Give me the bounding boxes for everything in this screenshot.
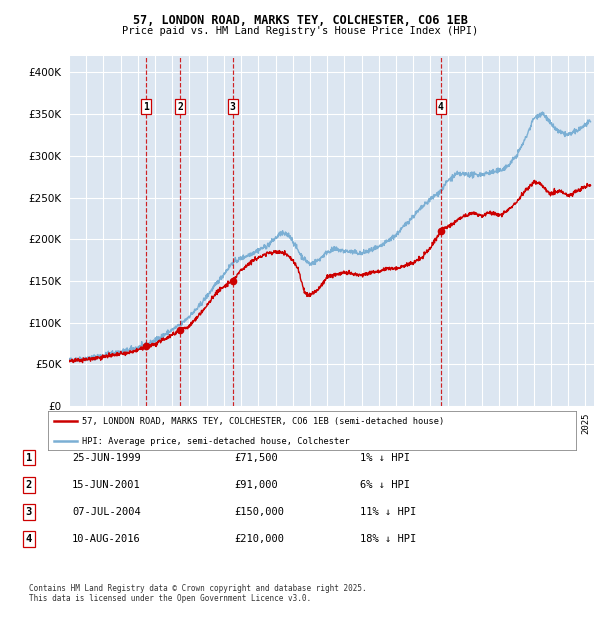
Text: 4: 4 — [26, 534, 32, 544]
Text: 57, LONDON ROAD, MARKS TEY, COLCHESTER, CO6 1EB (semi-detached house): 57, LONDON ROAD, MARKS TEY, COLCHESTER, … — [82, 417, 445, 426]
Text: 1% ↓ HPI: 1% ↓ HPI — [360, 453, 410, 463]
Text: 3: 3 — [26, 507, 32, 517]
Text: 10-AUG-2016: 10-AUG-2016 — [72, 534, 141, 544]
Text: Price paid vs. HM Land Registry's House Price Index (HPI): Price paid vs. HM Land Registry's House … — [122, 26, 478, 36]
Text: 6% ↓ HPI: 6% ↓ HPI — [360, 480, 410, 490]
Text: £91,000: £91,000 — [234, 480, 278, 490]
Text: 2: 2 — [26, 480, 32, 490]
Text: Contains HM Land Registry data © Crown copyright and database right 2025.
This d: Contains HM Land Registry data © Crown c… — [29, 584, 367, 603]
Text: 11% ↓ HPI: 11% ↓ HPI — [360, 507, 416, 517]
Text: £71,500: £71,500 — [234, 453, 278, 463]
Text: 25-JUN-1999: 25-JUN-1999 — [72, 453, 141, 463]
Text: HPI: Average price, semi-detached house, Colchester: HPI: Average price, semi-detached house,… — [82, 436, 350, 446]
Text: 4: 4 — [438, 102, 444, 112]
Text: 1: 1 — [26, 453, 32, 463]
Text: 15-JUN-2001: 15-JUN-2001 — [72, 480, 141, 490]
Text: 2: 2 — [177, 102, 183, 112]
Text: 3: 3 — [230, 102, 236, 112]
Text: 57, LONDON ROAD, MARKS TEY, COLCHESTER, CO6 1EB: 57, LONDON ROAD, MARKS TEY, COLCHESTER, … — [133, 14, 467, 27]
Text: 1: 1 — [143, 102, 149, 112]
Text: 18% ↓ HPI: 18% ↓ HPI — [360, 534, 416, 544]
Text: 07-JUL-2004: 07-JUL-2004 — [72, 507, 141, 517]
Text: £210,000: £210,000 — [234, 534, 284, 544]
Text: £150,000: £150,000 — [234, 507, 284, 517]
